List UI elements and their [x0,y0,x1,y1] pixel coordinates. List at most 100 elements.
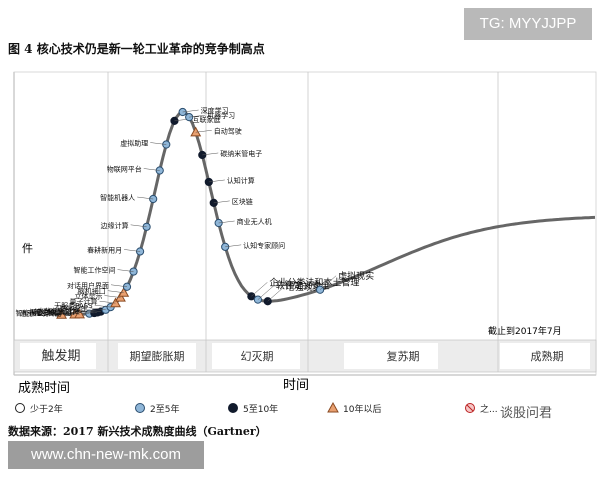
tech-label: 立体显示 [74,292,102,301]
tech-label: 区块链 [232,197,253,206]
tech-label: 量子计算 [70,297,98,306]
tech-label: 智能微尘 [16,309,44,318]
tech-point: 物联网平台 [107,165,164,175]
tech-leader [78,310,95,314]
legend-marker [135,403,145,413]
tech-point: 碳纳米管电子 [198,149,262,160]
tech-leader [107,290,124,293]
legend-item: 5至10年 [228,403,278,415]
tech-leader [58,312,75,315]
tech-point: 脑机接口 [78,287,130,297]
tech-leader [195,130,212,133]
tech-point: 自动驾驶 [190,126,242,137]
tech-leader [257,285,275,300]
phase-label: 复苏期 [387,349,420,363]
tech-point: 企业分类法和本土管理 [247,276,359,301]
tech-leader [81,310,98,313]
tech-leader [319,275,337,290]
tech-leader [104,295,121,298]
tech-label: 对话用户界面 [67,281,109,290]
tech-point: 对话用户界面 [67,281,132,291]
tech-point: 虚拟助理 [120,139,171,149]
tech-leader [208,179,225,183]
phase-bar: 触发期 期望膨胀期 幻灭期 复苏期 成熟期 [13,72,597,373]
tech-leader [84,309,101,312]
tech-leader [267,287,284,302]
tech-label: 无服务PASS [54,301,93,310]
tech-point: 智能工作空间 [74,266,138,276]
legend-title: 成熟时间 [18,380,70,396]
tech-point: 认知计算 [204,176,255,187]
legend-label: 10年以后 [343,403,381,415]
legend-item: 10年以后 [327,401,381,415]
data-source: 数据来源：2017 新兴技术成熟度曲线（Gartner） [8,425,267,438]
tech-label: 互联家庭 [192,115,220,124]
y-axis-label: 件 [22,242,33,255]
tech-leader [45,312,62,315]
tech-leader [137,196,154,200]
tech-label: 神经形态硬件 [34,307,76,316]
tech-leader [143,168,160,171]
tech-label: 认知专家顾问 [243,241,285,250]
x-axis-label: 时间 [283,378,309,393]
tech-marker [209,198,218,207]
tech-point: 春耕新用月 [87,245,145,256]
tech-leader [202,152,219,156]
legend-marker [327,401,339,413]
legend-marker-x [466,404,474,412]
tech-label: 深度强化学习 [29,308,71,317]
tech-label: 边缘计算 [101,221,129,230]
legend-label: 之... [480,403,498,415]
tech-label: 认知计算 [227,176,255,185]
hype-curve [54,110,596,317]
tech-marker [214,218,223,228]
tech-label: 5G [73,307,83,315]
legend-label: 5至10年 [243,403,278,415]
tech-leader [124,249,141,252]
tech-point: 通用人工智能 [20,308,85,319]
tech-label: 春耕新用月 [87,245,122,254]
tech-point: 增强现实 [263,281,322,306]
tech-point: 区块链 [209,197,253,207]
tech-label: 4D打印 [33,308,57,317]
tech-label: 碳纳米管电子 [220,149,262,158]
tech-label: 数字孪生 [60,304,88,313]
tech-point: 立体显示 [74,292,126,302]
tech-point: 商业无人机 [214,217,272,228]
tech-marker [178,107,187,117]
tech-leader [130,224,147,228]
watermark-top: TG: MYYJJPP [464,8,592,40]
legend-label: 2至5年 [150,403,179,415]
tech-point: 深度学习 [178,106,229,117]
legend-label: 少于2年 [30,403,63,415]
tech-point: 认知专家顾问 [221,241,285,251]
tech-point: 机器学习 [185,111,235,122]
legend-item: 2至5年 [135,403,179,415]
tech-label: 虚拟现实 [338,270,374,282]
tech-marker [198,150,207,160]
tech-label: 自动驾驶 [214,126,242,135]
tech-point: 边缘计算 [101,221,151,231]
legend-item: 少于2年 [15,403,63,415]
tech-leader [218,220,235,224]
tech-label: 机器学习 [207,111,235,120]
tech-label: 虚拟助理 [120,139,148,148]
phase-label: 触发期 [41,348,80,364]
watermark-bottom: www.chn-new-mk.com [8,441,204,469]
figure-title: 图 4 核心技术仍是新一轮工业革命的竞争制高点 [8,42,265,56]
watermark-brand: 谈股问君 [500,406,553,421]
phase-label: 期望膨胀期 [130,349,185,363]
tech-label: 通用人工智能 [20,308,62,317]
phase-label: 幻灭期 [241,350,274,363]
tech-point: 智能机器人 [100,193,158,204]
tech-leader [150,142,167,145]
chart-frame [13,71,597,376]
tech-leader [182,109,199,113]
tech-leader [117,269,134,272]
tech-label: 商业无人机 [237,217,272,226]
tech-marker [170,116,179,125]
tech-leader [89,307,106,311]
legend-marker [228,403,238,413]
legend: 少于2年 2至5年 5至10年 10年以后 之... [15,401,498,415]
